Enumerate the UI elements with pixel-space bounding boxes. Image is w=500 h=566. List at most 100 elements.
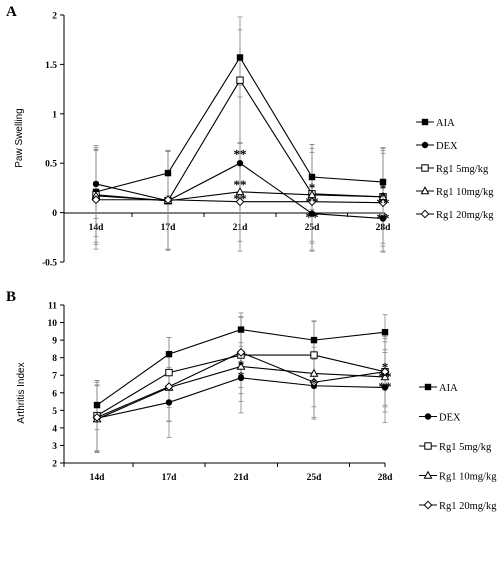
data-point-rg1-5mg-kg [310, 351, 318, 359]
data-point-rg1-5mg-kg [236, 76, 244, 84]
significance-label: * [309, 180, 316, 195]
data-point-aia [381, 329, 389, 336]
legend-label: DEX [436, 141, 458, 152]
data-point-rg1-20mg-kg [164, 382, 174, 392]
data-point-aia [236, 54, 244, 61]
significance-label: ** [234, 191, 247, 206]
data-point-aia [237, 326, 245, 333]
legend-marker [423, 500, 433, 510]
significance-label: ** [377, 196, 390, 211]
x-tick-label: 28d [378, 473, 394, 483]
legend-label: Rg1 10mg/kg [439, 472, 497, 483]
x-tick-label: 14d [90, 473, 106, 483]
y-tick-label: 7 [52, 372, 57, 382]
data-point-rg1-20mg-kg [163, 195, 173, 205]
legend-marker [420, 186, 430, 195]
legend-marker [423, 470, 433, 479]
data-point-rg1-10mg-kg [380, 372, 390, 381]
y-tick-label: 1.5 [45, 61, 57, 71]
chart-panel-b: B Arthritis Index 2 3 4 5 6 7 8 9 10 11 14d 17d 21d 2… [6, 289, 497, 512]
data-point-dex [379, 215, 387, 222]
y-tick-label: 11 [48, 302, 57, 312]
y-tick-label: 8 [52, 354, 57, 364]
significance-label: ** [234, 146, 247, 161]
legend-b: AIA DEX Rg1 5mg/kg Rg1 10mg/kg Rg1 20mg/kg [419, 383, 497, 512]
y-tick-label: 10 [48, 319, 58, 329]
y-tick-label: 2 [52, 460, 57, 470]
data-point-dex [92, 180, 100, 188]
significance-label: ** [379, 369, 392, 384]
significance-label: ** [306, 210, 319, 225]
x-tick-label: 21d [234, 473, 250, 483]
legend-label: Rg1 5mg/kg [439, 442, 492, 453]
significance-label: ** [377, 211, 390, 226]
data-point-aia [308, 173, 316, 181]
data-point-rg1-20mg-kg [380, 367, 390, 377]
legend-label: AIA [436, 118, 455, 129]
significance-label: ** [234, 177, 247, 192]
panel-label-a: A [6, 4, 17, 20]
legend-label: DEX [439, 413, 461, 424]
x-tick-label: 17d [162, 473, 178, 483]
y-tick-label: 9 [52, 337, 57, 347]
legend-label: Rg1 20mg/kg [439, 501, 497, 512]
significance-label: ** [306, 194, 319, 209]
data-point-aia [93, 401, 101, 409]
y-tick-label: 0 [52, 209, 57, 219]
data-point-dex [381, 384, 389, 391]
y-tick-label: -0.5 [42, 259, 57, 269]
data-point-rg1-10mg-kg [309, 368, 319, 377]
significance-label: ** [379, 379, 392, 394]
panel-label-b: B [6, 289, 16, 305]
data-point-rg1-10mg-kg [235, 187, 245, 196]
data-point-dex [165, 399, 173, 406]
legend-a: AIA DEX Rg1 5mg/kg Rg1 10mg/kg Rg1 20mg/kg [416, 118, 494, 221]
data-point-aia [165, 350, 173, 358]
data-point-dex [237, 374, 245, 382]
data-point-rg1-5mg-kg [165, 368, 173, 377]
significance-label: * [311, 375, 318, 390]
data-point-rg1-20mg-kg [309, 377, 319, 387]
y-tick-label: 2 [52, 12, 57, 22]
y-tick-label: 3 [52, 442, 57, 452]
legend-marker [424, 442, 432, 450]
y-tick-label: 6 [52, 389, 57, 399]
data-point-rg1-20mg-kg [236, 347, 246, 357]
significance-label: * [382, 360, 389, 375]
legend-marker [421, 118, 429, 126]
data-point-rg1-20mg-kg [235, 197, 245, 207]
y-tick-label: 1 [52, 110, 57, 120]
significance-label: * [238, 357, 245, 372]
data-point-dex [236, 160, 244, 167]
y-axis-title-b: Arthritis Index [16, 362, 27, 423]
data-point-rg1-20mg-kg [92, 412, 102, 422]
data-point-rg1-10mg-kg [236, 361, 246, 370]
data-point-aia [164, 169, 172, 177]
legend-label: Rg1 20mg/kg [436, 210, 494, 221]
data-point-aia [310, 336, 318, 344]
y-axis-title-a: Paw Swelling [14, 108, 25, 167]
y-tick-label: 4 [52, 424, 57, 434]
y-tick-label: 0.5 [45, 160, 57, 170]
data-point-rg1-20mg-kg [91, 195, 101, 205]
legend-label: Rg1 10mg/kg [436, 187, 494, 198]
legend-marker [424, 383, 432, 391]
data-point-rg1-20mg-kg [378, 198, 388, 208]
data-point-aia [379, 178, 387, 186]
significance-label: * [238, 368, 245, 383]
y-tick-label: 5 [52, 407, 57, 417]
data-point-rg1-20mg-kg [307, 197, 317, 207]
data-point-dex [308, 210, 316, 217]
legend-marker [421, 164, 429, 172]
x-tick-label: 25d [307, 473, 323, 483]
significance-label: * [380, 189, 387, 204]
legend-label: AIA [439, 383, 458, 394]
legend-marker [420, 209, 430, 219]
legend-label: Rg1 5mg/kg [436, 164, 489, 175]
legend-marker [421, 141, 429, 149]
significance-label: * [380, 181, 387, 196]
